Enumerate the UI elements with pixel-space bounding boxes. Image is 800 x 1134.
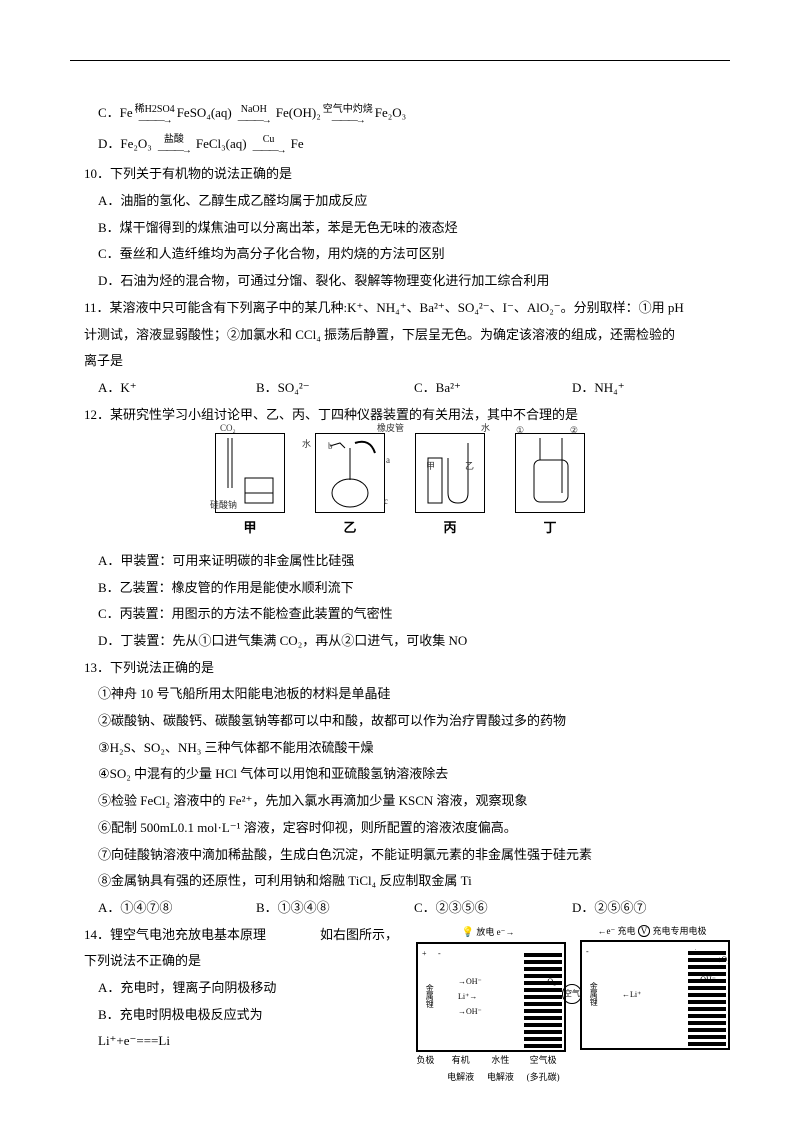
reaction-c-step1: FeSO₄(aq) [177, 101, 232, 126]
q12-d: D．丁装置：先从①口进气集满 CO₂，再从②口进气，可收集 NO [70, 629, 730, 654]
o2-1: O₂ [547, 977, 556, 986]
jia-annot-co2: CO₂ [220, 420, 236, 437]
device-yi: 橡皮管 水 a b c 乙 [315, 433, 385, 541]
reaction-d-prefix: D． [98, 132, 120, 157]
reaction-c-step0: Fe [120, 101, 133, 126]
q13-b: B．①③④⑧ [256, 896, 414, 921]
q12-c: C．丙装置：用图示的方法不能检查此装置的气密性 [70, 602, 730, 627]
ding-svg [520, 438, 580, 508]
q11-stem3: 离子是 [70, 349, 730, 374]
e-label-2: e⁻ [606, 926, 615, 936]
q13-d: D．②⑤⑥⑦ [572, 896, 730, 921]
o2-2: O₂ [721, 955, 730, 964]
yi-annot-water: 水 [302, 436, 311, 453]
q13-s8: ⑧金属钠具有强的还原性，可利用钠和熔融 TiCl₄ 反应制取金属 Ti [70, 869, 730, 894]
q10-c: C．蚕丝和人造纤维均为高分子化合物，用灼烧的方法可区别 [70, 242, 730, 267]
yi-label: 乙 [343, 516, 356, 541]
yi-c: c [384, 493, 388, 510]
q13-stem: 13．下列说法正确的是 [70, 656, 730, 681]
discharge-label: 放电 [476, 927, 494, 937]
device-jia: CO₂ 硅酸钠 甲 [215, 433, 285, 541]
q10-d: D．石油为烃的混合物，可通过分馏、裂化、裂解等物理变化进行加工综合利用 [70, 269, 730, 294]
reaction-d-arrow0: 盐酸———→ [154, 135, 194, 156]
q14-diagram: 💡 放电 e⁻→ +- 金属锂 →OH⁻ Li⁺→ →OH⁻ 空气 O₂ 负极 … [410, 923, 730, 1086]
bing-annot-jia: 甲 [426, 458, 435, 475]
aqe-label-1: 水性 电解液 [487, 1052, 514, 1086]
ding-label: 丁 [543, 516, 556, 541]
q14-stem-l: 14．锂空气电池充放电基本原理 [84, 923, 266, 948]
jia-annot-na2sio3: 硅酸钠 [210, 497, 237, 514]
q12-b: B．乙装置：橡皮管的作用是能使水顺利流下 [70, 576, 730, 601]
reaction-c-step3: Fe₂O₃ [375, 101, 406, 126]
q11-d: D．NH₄⁺ [572, 376, 730, 401]
q14-stem-r: 如右图所示， [320, 923, 398, 948]
reaction-c-arrow2: 空气中灼烧———→ [323, 105, 373, 126]
q11-b: B．SO₄²⁻ [256, 376, 414, 401]
q13-s7: ⑦向硅酸钠溶液中滴加稀盐酸，生成白色沉淀，不能证明氯元素的非金属性强于硅元素 [70, 843, 730, 868]
yi-a: a [386, 452, 390, 469]
ding-annot-1: ① [516, 422, 524, 439]
q13-c: C．②③⑤⑥ [414, 896, 572, 921]
chargeplug-label: 充电专用电极 [653, 926, 707, 936]
charge-label: 充电 [617, 926, 635, 936]
bing-annot-yi: 乙 [465, 458, 474, 475]
device-bing: 水 甲 乙 丙 [415, 433, 485, 541]
reaction-d: D． Fe₂O₃ 盐酸———→ FeCl₃(aq) Cu———→ Fe [70, 132, 730, 157]
reaction-c-arrow0: 稀H2SO4———→ [135, 105, 175, 126]
reaction-c-arrow1: NaOH———→ [234, 105, 274, 126]
air-circle: 空气 [562, 984, 582, 1004]
reaction-d-step2: Fe [291, 132, 304, 157]
orge-label-1: 有机 电解液 [447, 1052, 474, 1086]
q13-s6: ⑥配制 500mL0.1 mol·L⁻¹ 溶液，定容时仰视，则所配置的溶液浓度偏… [70, 816, 730, 841]
q10-a: A．油脂的氢化、乙醇生成乙醛均属于加成反应 [70, 189, 730, 214]
yi-annot-rubber: 橡皮管 [377, 420, 404, 437]
li-1: Li⁺ [458, 992, 469, 1001]
reaction-c-step2: Fe(OH)₂ [276, 101, 321, 126]
q13-options: A．①④⑦⑧ B．①③④⑧ C．②③⑤⑥ D．②⑤⑥⑦ [70, 896, 730, 921]
q13-s4: ④SO₂ 中混有的少量 HCl 气体可以用饱和亚硫酸氢钠溶液除去 [70, 762, 730, 787]
page-top-rule [70, 60, 730, 61]
q13-s3: ③H₂S、SO₂、NH₃ 三种气体都不能用浓硫酸干燥 [70, 736, 730, 761]
discharge-box: +- 金属锂 →OH⁻ Li⁺→ →OH⁻ 空气 O₂ [416, 942, 566, 1052]
oh-2: OH⁻ [466, 1007, 482, 1016]
q14-block: 💡 放电 e⁻→ +- 金属锂 →OH⁻ Li⁺→ →OH⁻ 空气 O₂ 负极 … [70, 923, 730, 1094]
metal-label-2: 金属锂 [586, 982, 601, 1006]
yi-b: b [328, 438, 333, 455]
q11-a: A．K⁺ [98, 376, 256, 401]
bing-label: 丙 [443, 516, 456, 541]
metal-label-1: 金属锂 [422, 984, 437, 1008]
q10-b: B．煤干馏得到的煤焦油可以分离出苯，苯是无色无味的液态烃 [70, 216, 730, 241]
q11-options: A．K⁺ B．SO₄²⁻ C．Ba²⁺ D．NH₄⁺ [70, 376, 730, 401]
bing-annot-water: 水 [481, 420, 490, 437]
jia-label: 甲 [243, 516, 256, 541]
reaction-d-step1: FeCl₃(aq) [196, 132, 247, 157]
li-2: Li⁺ [630, 990, 641, 999]
q10-stem: 10．下列关于有机物的说法正确的是 [70, 162, 730, 187]
reaction-d-arrow1: Cu———→ [249, 135, 289, 156]
q12-figure-row: CO₂ 硅酸钠 甲 橡皮管 水 a b c 乙 水 甲 乙 丙 ① ② 丁 [70, 433, 730, 541]
q11-c: C．Ba²⁺ [414, 376, 572, 401]
q13-s5: ⑤检验 FeCl₂ 溶液中的 Fe²⁺，先加入氯水再滴加少量 KSCN 溶液，观… [70, 789, 730, 814]
device-ding: ① ② 丁 [515, 433, 585, 541]
air-label: 空气极 (多孔碳) [527, 1052, 560, 1086]
q13-s2: ②碳酸钠、碳酸钙、碳酸氢钠等都可以中和酸，故都可以作为治疗胃酸过多的药物 [70, 709, 730, 734]
reaction-c: C． Fe 稀H2SO4———→ FeSO₄(aq) NaOH———→ Fe(O… [70, 101, 730, 126]
q11-stem2: 计测试，溶液显弱酸性；②加氯水和 CCl₄ 振荡后静置，下层呈无色。为确定该溶液… [70, 323, 730, 348]
q13-a: A．①④⑦⑧ [98, 896, 256, 921]
q13-s1: ①神舟 10 号飞船所用太阳能电池板的材料是单晶硅 [70, 682, 730, 707]
e-label-1: e⁻ [497, 927, 506, 937]
reaction-c-prefix: C． [98, 101, 120, 126]
oh-1: OH⁻ [466, 977, 482, 986]
q12-a: A．甲装置：可用来证明碳的非金属性比硅强 [70, 549, 730, 574]
charge-box: -+ 金属锂 ←Li⁺ OH⁻ ↑O₂ [580, 940, 730, 1050]
anode-label: 负极 [416, 1052, 434, 1086]
ding-annot-2: ② [570, 422, 578, 439]
reaction-d-step0: Fe₂O₃ [120, 132, 151, 157]
oh-3: OH⁻ [700, 975, 716, 984]
q11-stem1: 11．某溶液中只可能含有下列离子中的某几种:K⁺、NH₄⁺、Ba²⁺、SO₄²⁻… [70, 296, 730, 321]
